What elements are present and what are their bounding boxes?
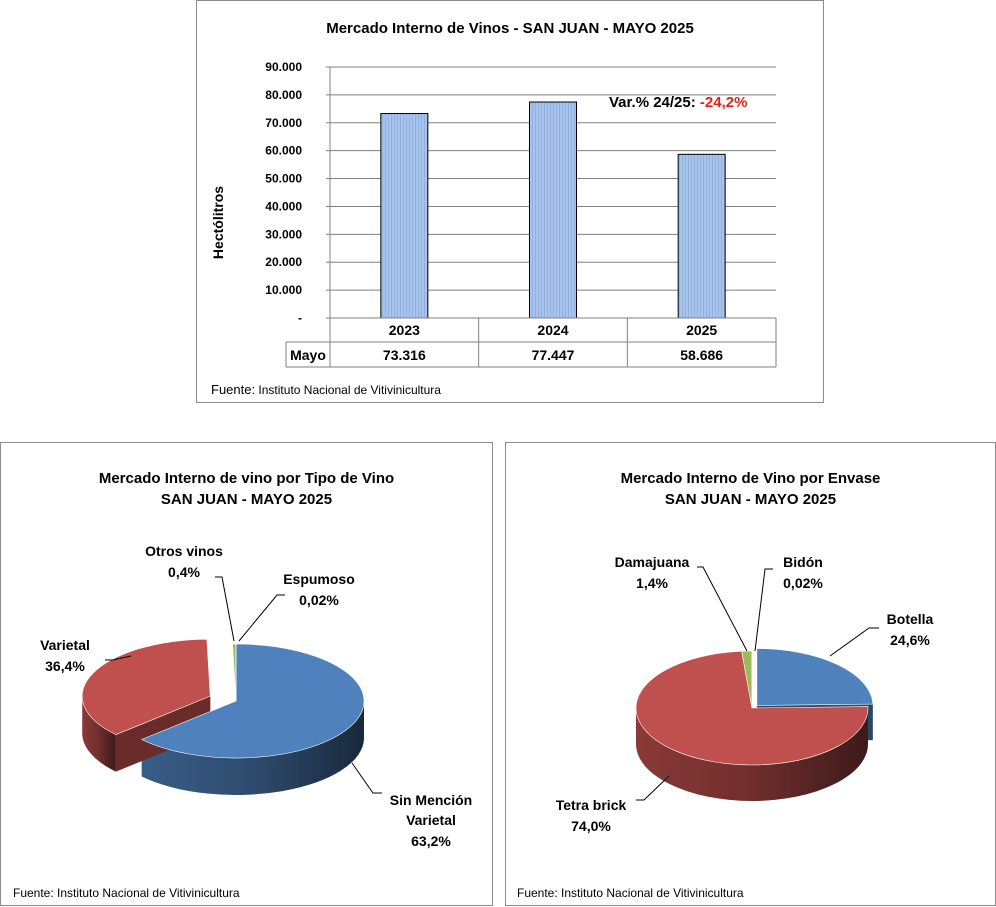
table-value: 77.447 xyxy=(532,347,575,363)
label-sin-mencion-varietal: Varietal xyxy=(406,812,456,828)
label-espumoso: Espumoso xyxy=(283,571,355,587)
y-tick-label: 20.000 xyxy=(265,255,302,269)
label-botella-pct: 24,6% xyxy=(890,632,930,648)
label-damajuana-pct: 1,4% xyxy=(636,575,668,591)
pie-tipo-panel: Mercado Interno de vino por Tipo de Vino… xyxy=(0,442,493,906)
label-otros-vinos: Otros vinos xyxy=(145,543,223,559)
y-tick-label: 40.000 xyxy=(265,199,302,213)
pie-envase-svg: Botella 24,6% Tetra brick 74,0% Damajuana 1,4… xyxy=(506,443,996,907)
leader-line xyxy=(239,595,285,641)
label-botella: Botella xyxy=(887,611,934,627)
leader-line xyxy=(697,567,747,651)
label-sin-mencion-pct: 63,2% xyxy=(411,833,451,849)
bar-chart-panel: Mercado Interno de Vinos - SAN JUAN - MA… xyxy=(196,0,824,403)
table-value: 73.316 xyxy=(383,347,426,363)
x-category-label: 2023 xyxy=(389,322,420,338)
variation-annotation: Var.% 24/25: -24,2% xyxy=(609,94,747,111)
pie-tipo-source: Fuente: Instituto Nacional de Vitivinicu… xyxy=(13,886,240,900)
leader-line xyxy=(215,577,234,641)
variation-label: Var.% 24/25: xyxy=(609,94,700,111)
y-tick-label: 50.000 xyxy=(265,172,302,186)
label-tetra-brick: Tetra brick xyxy=(556,797,627,813)
y-tick-label: - xyxy=(298,311,302,325)
label-bidon-pct: 0,02% xyxy=(783,575,823,591)
y-axis-label: Hectólitros xyxy=(210,186,226,259)
bar-chart-source: Fuente: Instituto Nacional de Vitivinicu… xyxy=(211,382,441,397)
x-category-label: 2024 xyxy=(537,322,568,338)
source-text: Instituto Nacional de Vitivinicultura xyxy=(255,383,441,397)
bar-chart-svg: - 10.000 20.000 30.000 40.000 50.000 60.000 70.… xyxy=(197,1,825,404)
y-tick-label: 90.000 xyxy=(265,60,302,74)
bar-2023 xyxy=(381,114,428,318)
y-tick-label: 70.000 xyxy=(265,116,302,130)
y-tick-label: 60.000 xyxy=(265,144,302,158)
pie-slice-botella xyxy=(757,649,873,706)
label-varietal: Varietal xyxy=(40,637,90,653)
leader-line xyxy=(830,628,879,656)
bar-2025 xyxy=(678,154,725,318)
leader-line xyxy=(352,763,382,793)
pie-slice-otros-vinos xyxy=(233,644,236,701)
y-tick-label: 80.000 xyxy=(265,88,302,102)
label-bidon: Bidón xyxy=(783,554,823,570)
y-tick-label: 30.000 xyxy=(265,227,302,241)
label-otros-vinos-pct: 0,4% xyxy=(168,564,200,580)
x-category-label: 2025 xyxy=(686,322,717,338)
table-value: 58.686 xyxy=(680,347,723,363)
table-series-name: Mayo xyxy=(290,347,326,363)
bar-2024 xyxy=(530,102,577,318)
label-sin-mencion: Sin Mención xyxy=(390,792,472,808)
pie-envase-panel: Mercado Interno de Vino por Envase SAN J… xyxy=(505,442,996,906)
label-tetra-brick-pct: 74,0% xyxy=(571,818,611,834)
label-varietal-pct: 36,4% xyxy=(45,658,85,674)
label-damajuana: Damajuana xyxy=(615,554,690,570)
variation-value: -24,2% xyxy=(700,94,748,111)
y-tick-label: 10.000 xyxy=(265,283,302,297)
pie-tipo-svg: Sin Mención Varietal 63,2% Varietal 36,4% Otr… xyxy=(1,443,494,907)
label-espumoso-pct: 0,02% xyxy=(299,592,339,608)
source-prefix: Fuente: xyxy=(211,382,255,397)
pie-envase-source: Fuente: Instituto Nacional de Vitivinicu… xyxy=(517,886,744,900)
leader-line xyxy=(755,569,773,651)
